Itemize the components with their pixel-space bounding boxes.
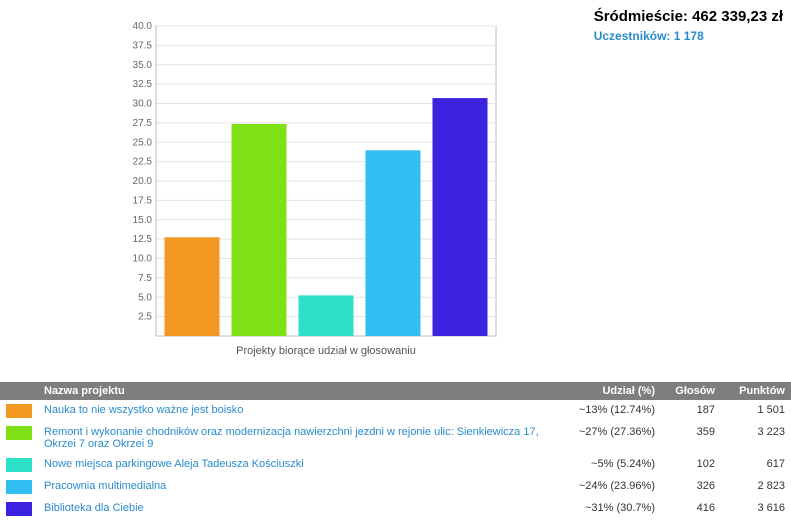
header-area: Śródmieście: 462 339,23 zł Uczestników: … bbox=[594, 8, 783, 43]
svg-text:27.5: 27.5 bbox=[133, 118, 153, 129]
svg-text:12.5: 12.5 bbox=[133, 234, 153, 245]
share-cell: ~5% (5.24%) bbox=[551, 454, 661, 476]
votes-cell: 326 bbox=[661, 476, 721, 498]
share-cell: ~27% (27.36%) bbox=[551, 422, 661, 454]
project-name-cell: Pracownia multimedialna bbox=[38, 476, 551, 498]
color-swatch bbox=[6, 426, 32, 440]
col-share: Udział (%) bbox=[551, 382, 661, 400]
points-cell: 3 616 bbox=[721, 498, 791, 520]
table-row: Remont i wykonanie chodników oraz modern… bbox=[0, 422, 791, 454]
project-name-cell: Remont i wykonanie chodników oraz modern… bbox=[38, 422, 551, 454]
color-swatch bbox=[6, 480, 32, 494]
chart-svg: 2.5 5.0 7.5 10.0 12.5 15.0 17.5 20.0 22.5 25.0 27.… bbox=[120, 20, 502, 364]
project-link[interactable]: Nauka to nie wszystko ważne jest boisko bbox=[44, 404, 243, 416]
svg-text:7.5: 7.5 bbox=[138, 273, 152, 284]
svg-text:20.0: 20.0 bbox=[133, 176, 153, 187]
points-cell: 1 501 bbox=[721, 400, 791, 422]
share-cell: ~24% (23.96%) bbox=[551, 476, 661, 498]
participants-count: Uczestników: 1 178 bbox=[594, 29, 783, 43]
bar-chart: 2.5 5.0 7.5 10.0 12.5 15.0 17.5 20.0 22.5 25.0 27.… bbox=[0, 0, 560, 382]
bar bbox=[165, 237, 220, 336]
points-cell: 2 823 bbox=[721, 476, 791, 498]
swatch-cell bbox=[0, 400, 38, 422]
color-swatch bbox=[6, 404, 32, 418]
table-row: Pracownia multimedialna ~24% (23.96%)3262… bbox=[0, 476, 791, 498]
votes-cell: 187 bbox=[661, 400, 721, 422]
project-name-cell: Nowe miejsca parkingowe Aleja Tadeusza K… bbox=[38, 454, 551, 476]
svg-text:17.5: 17.5 bbox=[133, 195, 153, 206]
table-row: Nowe miejsca parkingowe Aleja Tadeusza K… bbox=[0, 454, 791, 476]
votes-cell: 416 bbox=[661, 498, 721, 520]
page-title: Śródmieście: 462 339,23 zł bbox=[594, 8, 783, 25]
bar bbox=[299, 295, 354, 336]
share-cell: ~13% (12.74%) bbox=[551, 400, 661, 422]
table-row: Nauka to nie wszystko ważne jest boisko ~… bbox=[0, 400, 791, 422]
points-cell: 3 223 bbox=[721, 422, 791, 454]
bar bbox=[433, 98, 488, 336]
projects-table: Nazwa projektu Udział (%) Głosów Punktów… bbox=[0, 382, 791, 520]
color-swatch bbox=[6, 502, 32, 516]
votes-cell: 359 bbox=[661, 422, 721, 454]
svg-text:40.0: 40.0 bbox=[133, 21, 153, 32]
bar bbox=[366, 150, 421, 336]
x-axis-title: Projekty biorące udział w głosowaniu bbox=[236, 345, 416, 357]
project-name-cell: Nauka to nie wszystko ważne jest boisko bbox=[38, 400, 551, 422]
swatch-cell bbox=[0, 476, 38, 498]
project-name-cell: Biblioteka dla Ciebie bbox=[38, 498, 551, 520]
svg-text:5.0: 5.0 bbox=[138, 292, 152, 303]
col-votes: Głosów bbox=[661, 382, 721, 400]
swatch-cell bbox=[0, 422, 38, 454]
svg-text:37.5: 37.5 bbox=[133, 40, 153, 51]
project-link[interactable]: Biblioteka dla Ciebie bbox=[44, 502, 144, 514]
bar bbox=[232, 124, 287, 336]
table-row: Biblioteka dla Ciebie ~31% (30.7%)4163 61… bbox=[0, 498, 791, 520]
swatch-cell bbox=[0, 454, 38, 476]
svg-text:30.0: 30.0 bbox=[133, 99, 153, 110]
project-link[interactable]: Pracownia multimedialna bbox=[44, 480, 166, 492]
swatch-cell bbox=[0, 498, 38, 520]
project-link[interactable]: Remont i wykonanie chodników oraz modern… bbox=[44, 426, 539, 450]
svg-text:22.5: 22.5 bbox=[133, 157, 153, 168]
share-cell: ~31% (30.7%) bbox=[551, 498, 661, 520]
svg-text:10.0: 10.0 bbox=[133, 254, 153, 265]
col-swatch bbox=[0, 382, 38, 400]
svg-text:35.0: 35.0 bbox=[133, 60, 153, 71]
col-name: Nazwa projektu bbox=[38, 382, 551, 400]
votes-cell: 102 bbox=[661, 454, 721, 476]
svg-text:15.0: 15.0 bbox=[133, 215, 153, 226]
svg-text:2.5: 2.5 bbox=[138, 312, 152, 323]
svg-text:32.5: 32.5 bbox=[133, 79, 153, 90]
project-link[interactable]: Nowe miejsca parkingowe Aleja Tadeusza K… bbox=[44, 458, 304, 470]
color-swatch bbox=[6, 458, 32, 472]
col-points: Punktów bbox=[721, 382, 791, 400]
projects-table-wrap: Nazwa projektu Udział (%) Głosów Punktów… bbox=[0, 382, 791, 520]
points-cell: 617 bbox=[721, 454, 791, 476]
svg-text:25.0: 25.0 bbox=[133, 137, 153, 148]
